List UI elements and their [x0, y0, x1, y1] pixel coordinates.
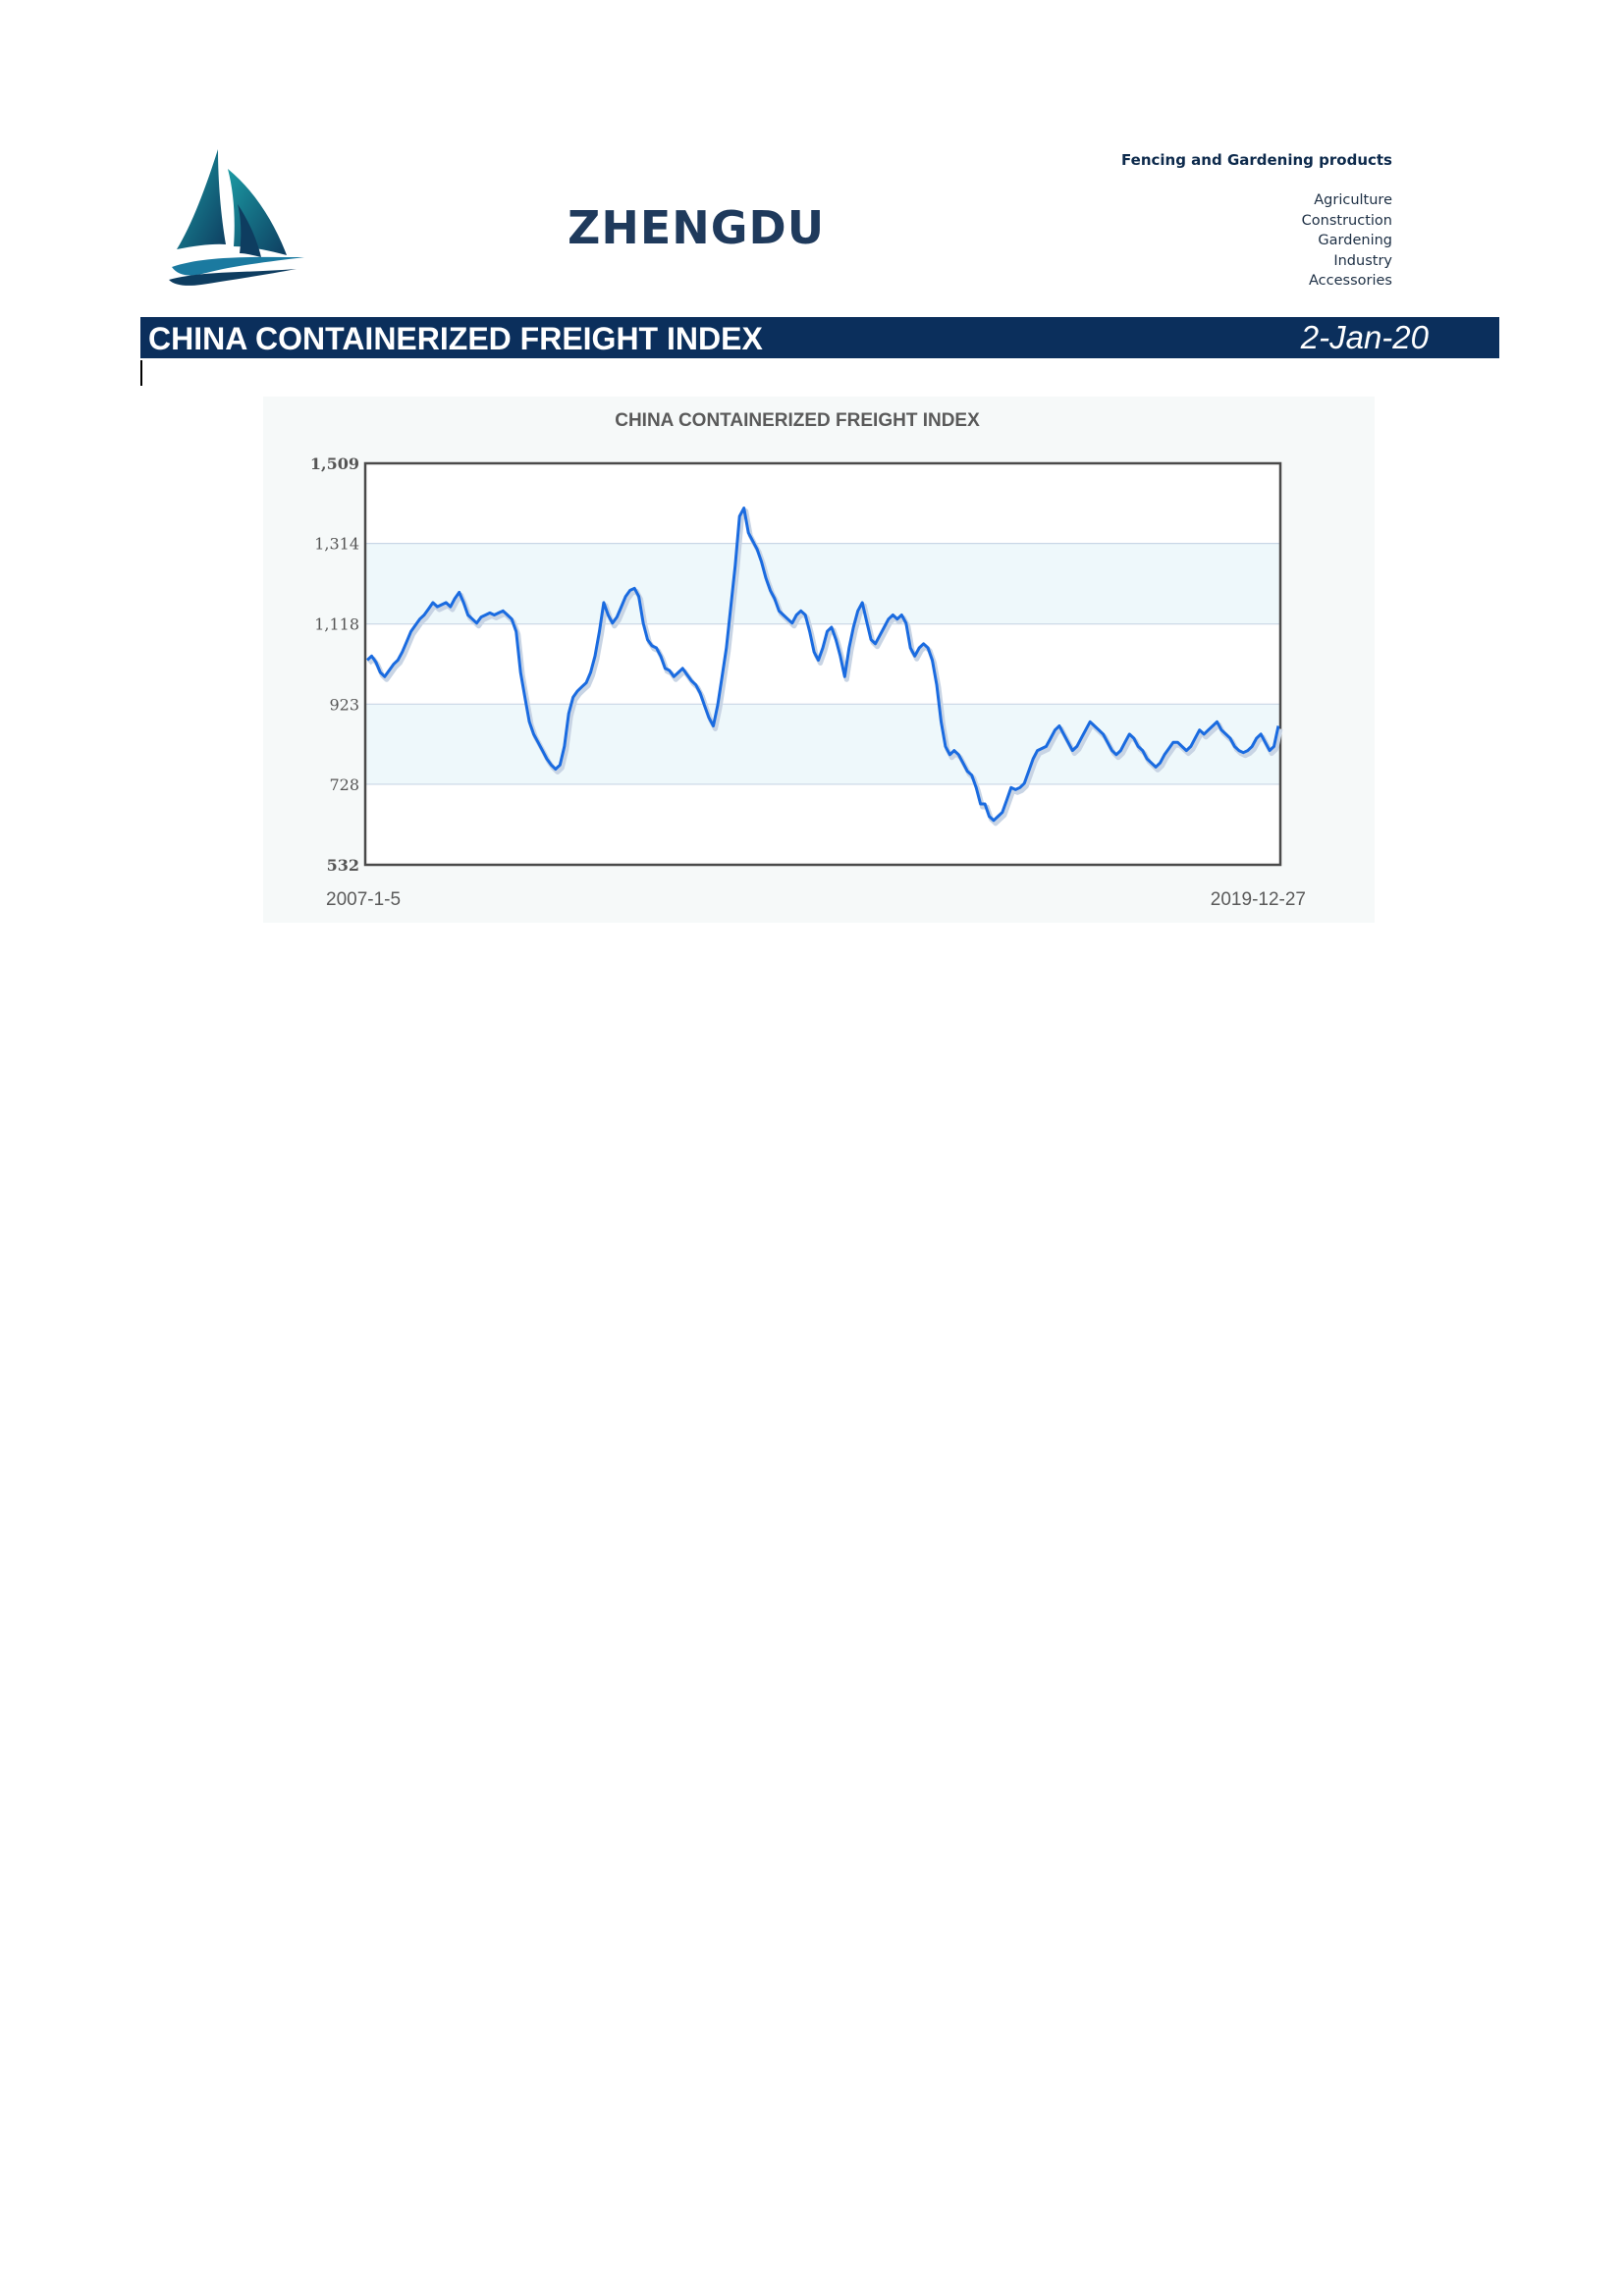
category-list: Agriculture Construction Gardening Indus…	[1302, 190, 1392, 292]
brand-name: ZHENGDU	[568, 201, 826, 254]
page-title: CHINA CONTAINERIZED FREIGHT INDEX	[148, 321, 763, 356]
line-chart: CHINA CONTAINERIZED FREIGHT INDEX 1,509 1…	[310, 410, 1306, 910]
text-cursor	[140, 360, 142, 386]
title-bar: CHINA CONTAINERIZED FREIGHT INDEX 2-Jan-…	[140, 317, 1499, 358]
series-line-shadow	[367, 508, 1283, 827]
x-axis-end-label: 2019-12-27	[1211, 889, 1306, 910]
series-line	[365, 507, 1280, 823]
sailboat-logo-icon	[167, 147, 314, 304]
category-item-construction: Construction	[1301, 212, 1392, 229]
y-tick-label: 1,314	[314, 535, 359, 554]
grid-band	[365, 543, 1280, 624]
y-tick-label: 923	[329, 695, 359, 714]
chart-panel: CHINA CONTAINERIZED FREIGHT INDEX 1,509 1…	[263, 397, 1375, 923]
y-tick-label: 728	[329, 775, 359, 794]
plot-frame	[363, 461, 1282, 867]
y-tick-label: 1,118	[314, 615, 359, 634]
y-tick-label: 1,509	[310, 454, 359, 473]
report-date: 2-Jan-20	[1300, 319, 1429, 355]
plot-area	[365, 463, 1280, 865]
category-item-gardening: Gardening	[1318, 233, 1392, 248]
chart-title: CHINA CONTAINERIZED FREIGHT INDEX	[615, 410, 980, 431]
grid-band	[365, 704, 1280, 784]
x-axis-start-label: 2007-1-5	[326, 889, 401, 910]
category-item-agriculture: Agriculture	[1314, 192, 1392, 208]
tagline: Fencing and Gardening products	[1121, 151, 1392, 169]
category-item-industry: Industry	[1333, 252, 1392, 269]
y-tick-label: 532	[327, 856, 359, 875]
category-item-accessories: Accessories	[1309, 273, 1392, 289]
